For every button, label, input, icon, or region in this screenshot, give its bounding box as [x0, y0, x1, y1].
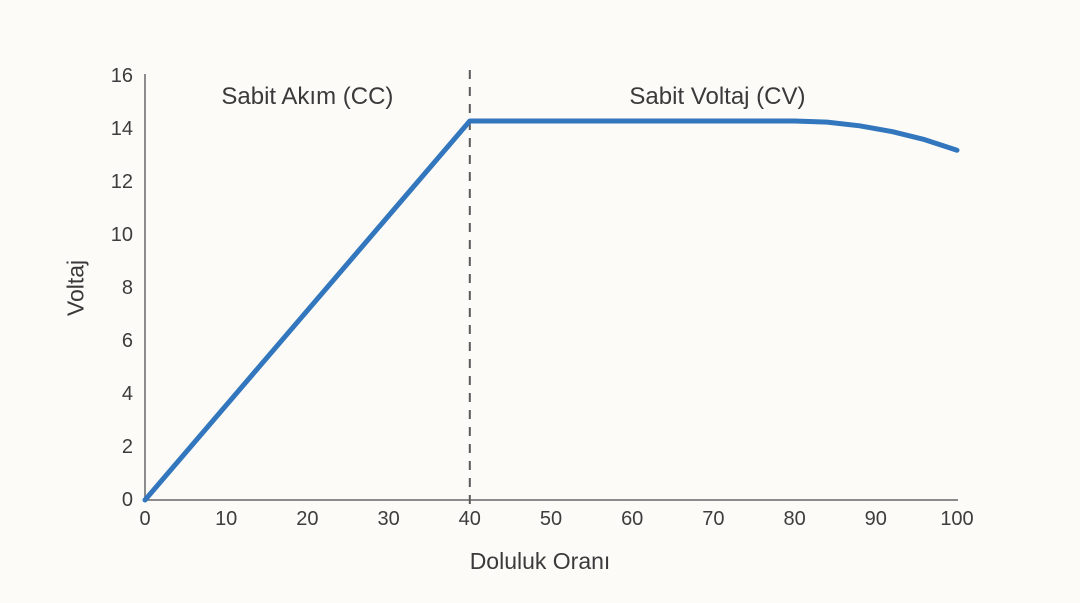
annotation-constant-voltage: Sabit Voltaj (CV) [629, 83, 806, 111]
x-tick-label: 80 [783, 508, 806, 530]
x-tick-label: 30 [377, 508, 400, 530]
x-tick-label: 50 [539, 508, 563, 530]
x-tick-label: 70 [702, 508, 725, 530]
y-tick-label: 16 [110, 65, 133, 87]
x-tick-label: 100 [940, 508, 974, 530]
x-tick-label: 40 [458, 508, 481, 530]
x-tick-label: 60 [621, 508, 644, 530]
y-tick-label: 12 [110, 171, 133, 193]
annotation-constant-current: Sabit Akım (CC) [221, 83, 394, 111]
y-tick-label: 6 [121, 330, 133, 352]
series-line-voltaj [142, 118, 960, 503]
x-tick-label: 0 [139, 508, 151, 530]
x-tick-label: 10 [215, 508, 238, 530]
x-axis-label: Doluluk Oranı [469, 548, 611, 574]
y-tick-label: 0 [121, 489, 133, 511]
y-tick-label: 4 [121, 383, 133, 405]
y-tick-label: 2 [121, 436, 133, 458]
y-axis-label: Voltaj [62, 259, 89, 317]
x-tick-label: 90 [864, 508, 887, 530]
x-tick-label: 20 [296, 508, 319, 530]
y-tick-label: 10 [110, 224, 133, 246]
y-tick-label: 14 [110, 118, 133, 140]
y-tick-label: 8 [121, 277, 133, 299]
